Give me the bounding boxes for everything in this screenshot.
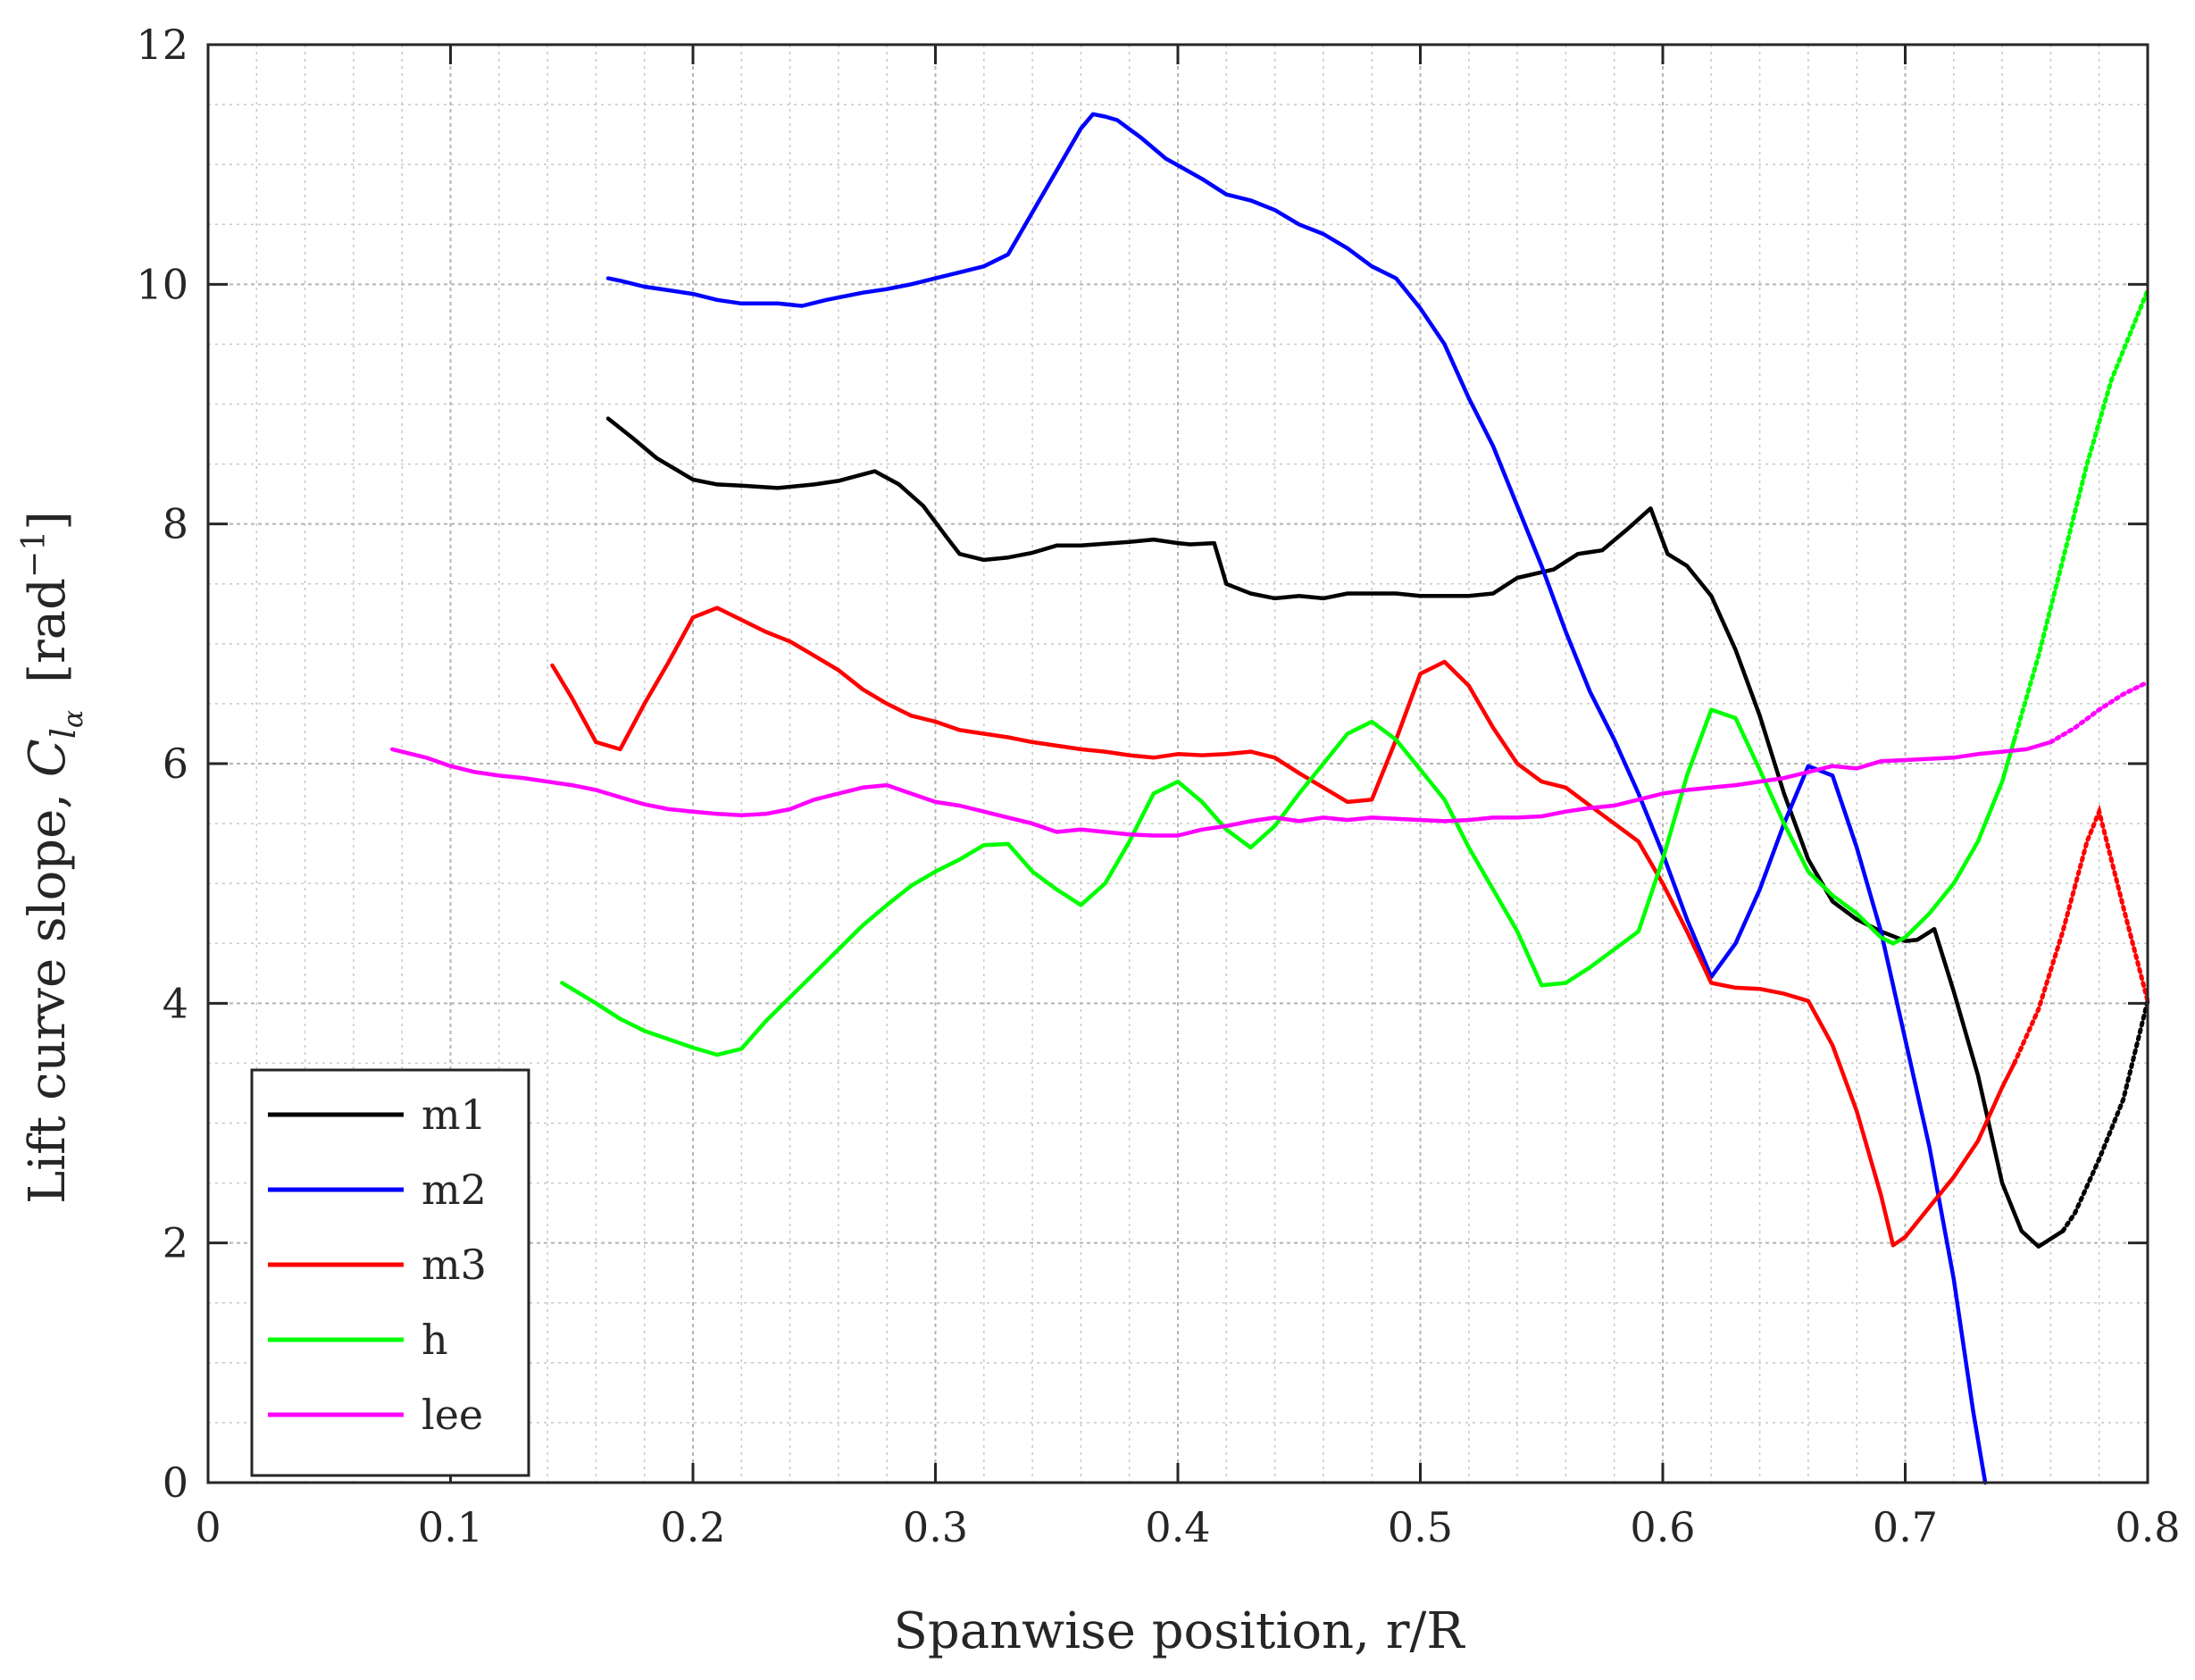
x-axis-label: Spanwise position, r/R [894,1602,1466,1660]
x-tick-label: 0 [195,1503,221,1551]
x-tick-label: 0.4 [1145,1503,1210,1551]
series-dotted-h [2012,288,2150,742]
y-tick-label: 6 [163,740,188,788]
legend-label-m2: m2 [421,1166,487,1214]
legend-label-lee: lee [421,1391,483,1439]
y-tick-label: 8 [163,500,188,548]
x-tick-label: 0.2 [660,1503,725,1551]
series-dotted-m1 [2060,999,2150,1233]
y-axis-label: Lift curve slope, Clα [rad−1] [16,511,89,1204]
y-tick-label: 2 [163,1219,188,1267]
series-line-m2 [605,112,1988,1485]
x-tick-label: 0.7 [1873,1503,1938,1551]
legend: m1 m2 m3 h lee [250,1068,530,1477]
x-tick-label: 0.6 [1630,1503,1695,1551]
legend-label-m3: m3 [421,1241,487,1289]
series-lee [390,680,2150,838]
y-tick-label: 4 [163,979,188,1027]
series-line-m3 [550,606,2016,1248]
series-m2 [605,112,1988,1485]
series-line-lee [390,740,2053,838]
y-tick-label: 0 [163,1459,188,1507]
y-axis-label-symbol: C [19,739,77,777]
legend-box [250,1068,530,1477]
y-tick-label: 10 [136,260,188,308]
y-axis-label-prefix: Lift curve slope, [19,777,77,1204]
series-h [560,288,2150,1057]
legend-label-m1: m1 [421,1091,487,1139]
y-axis-label-unit-close: ] [19,511,77,531]
y-axis-label-subscript: l [44,728,83,739]
x-tick-label: 0.1 [418,1503,483,1551]
series-dotted-m3 [2012,804,2150,1066]
x-tick-label: 0.5 [1388,1503,1453,1551]
y-axis-label-unit: [rad [19,578,77,683]
y-axis-label-unit-exponent: −1 [16,531,53,578]
series-line-h [560,707,2016,1057]
x-tick-label: 0.8 [2115,1503,2180,1551]
series-m3 [550,606,2150,1248]
y-axis-label-subsubscript: α [58,710,89,728]
x-tick-label: 0.3 [903,1503,968,1551]
legend-label-h: h [421,1316,448,1364]
series-dotted-lee [2048,680,2150,745]
y-tick-label: 12 [136,21,188,69]
